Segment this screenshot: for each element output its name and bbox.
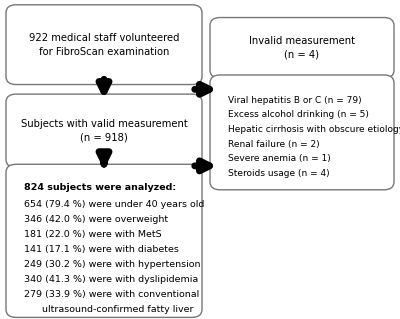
Text: Invalid measurement
(n = 4): Invalid measurement (n = 4) xyxy=(249,36,355,60)
Text: Steroids usage (n = 4): Steroids usage (n = 4) xyxy=(228,169,330,178)
Text: 249 (30.2 %) were with hypertension: 249 (30.2 %) were with hypertension xyxy=(24,260,200,269)
FancyBboxPatch shape xyxy=(210,75,394,190)
Text: 922 medical staff volunteered
for FibroScan examination: 922 medical staff volunteered for FibroS… xyxy=(29,33,179,57)
FancyBboxPatch shape xyxy=(6,5,202,85)
Text: 340 (41.3 %) were with dyslipidemia: 340 (41.3 %) were with dyslipidemia xyxy=(24,275,198,284)
Text: Hepatic cirrhosis with obscure etiology (n = 3): Hepatic cirrhosis with obscure etiology … xyxy=(228,125,400,134)
FancyBboxPatch shape xyxy=(6,164,202,317)
FancyBboxPatch shape xyxy=(6,94,202,167)
Text: Excess alcohol drinking (n = 5): Excess alcohol drinking (n = 5) xyxy=(228,110,369,119)
Text: Subjects with valid measurement
(n = 918): Subjects with valid measurement (n = 918… xyxy=(21,119,187,143)
Text: 279 (33.9 %) were with conventional: 279 (33.9 %) were with conventional xyxy=(24,290,199,299)
Text: 654 (79.4 %) were under 40 years old: 654 (79.4 %) were under 40 years old xyxy=(24,200,204,209)
Text: 141 (17.1 %) were with diabetes: 141 (17.1 %) were with diabetes xyxy=(24,245,179,254)
Text: 346 (42.0 %) were overweight: 346 (42.0 %) were overweight xyxy=(24,215,168,224)
Text: Renal failure (n = 2): Renal failure (n = 2) xyxy=(228,140,320,149)
FancyBboxPatch shape xyxy=(210,18,394,78)
Text: 181 (22.0 %) were with MetS: 181 (22.0 %) were with MetS xyxy=(24,230,162,239)
Text: Severe anemia (n = 1): Severe anemia (n = 1) xyxy=(228,154,331,163)
Text: Viral hepatitis B or C (n = 79): Viral hepatitis B or C (n = 79) xyxy=(228,96,362,105)
Text: 824 subjects were analyzed:: 824 subjects were analyzed: xyxy=(24,183,176,192)
Text: ultrasound-confirmed fatty liver: ultrasound-confirmed fatty liver xyxy=(24,305,194,314)
